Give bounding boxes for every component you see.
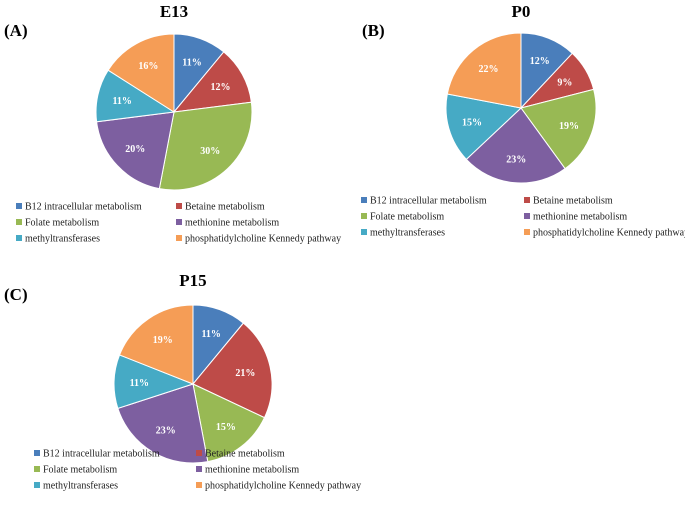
pie-slice-phosphatidylcholine-kennedy-pathway	[107, 33, 175, 113]
slice-data-label: 12%	[211, 82, 231, 93]
panel-label: (B)	[362, 21, 385, 40]
pie-chart-p0: (B) P0 12% 9% 19% 23% 15% 22% B12 intracellular …	[361, 2, 685, 239]
slice-data-label: 19%	[559, 121, 579, 132]
slice-data-label: 23%	[506, 154, 526, 165]
pie-slice-folate-metabolism	[520, 88, 597, 170]
slice-data-label: 15%	[216, 422, 236, 433]
slice-data-label: 11%	[201, 329, 220, 340]
legend-label: B12 intracellular metabolism	[43, 449, 160, 460]
pie-slice-methionine-metabolism	[96, 111, 175, 190]
legend-item-methionine-metabolism: methionine metabolism	[524, 212, 627, 223]
legend-item-betaine-metabolism: Betaine metabolism	[176, 202, 265, 213]
legend-label: methyltransferases	[43, 481, 118, 492]
legend-item-phosphatidylcholine-kennedy-pathway: phosphatidylcholine Kennedy pathway	[176, 234, 341, 245]
legend-label: Folate metabolism	[370, 212, 444, 223]
legend-item-betaine-metabolism: Betaine metabolism	[196, 449, 285, 460]
legend-swatch	[524, 197, 530, 203]
legend-item-folate-metabolism: Folate metabolism	[16, 218, 99, 229]
legend-label: phosphatidylcholine Kennedy pathway	[205, 481, 361, 492]
legend-label: B12 intracellular metabolism	[25, 202, 142, 213]
legend-swatch	[34, 482, 40, 488]
pie-slice-folate-metabolism	[158, 101, 253, 191]
legend-label: Betaine metabolism	[205, 449, 285, 460]
pie-slice-methionine-metabolism	[117, 383, 209, 464]
slice-data-label: 20%	[125, 144, 145, 155]
legend-label: methyltransferases	[370, 228, 445, 239]
slice-data-label: 16%	[138, 61, 158, 72]
pie-slice-methyltransferases	[445, 93, 523, 161]
pie-slice-folate-metabolism	[192, 383, 266, 463]
chart-title: E13	[160, 2, 188, 21]
legend-item-folate-metabolism: Folate metabolism	[361, 212, 444, 223]
legend-item-phosphatidylcholine-kennedy-pathway: phosphatidylcholine Kennedy pathway	[524, 228, 685, 239]
legend-label: Folate metabolism	[43, 465, 117, 476]
chart-title: P0	[512, 2, 531, 21]
pie-slice-betaine-metabolism	[192, 322, 273, 419]
legend-item-methyltransferases: methyltransferases	[16, 234, 100, 245]
legend-swatch	[176, 203, 182, 209]
legend-swatch	[16, 203, 22, 209]
legend-swatch	[16, 219, 22, 225]
legend-label: phosphatidylcholine Kennedy pathway	[533, 228, 685, 239]
legend-swatch	[196, 466, 202, 472]
legend-swatch	[196, 450, 202, 456]
legend-label: methionine metabolism	[533, 212, 627, 223]
legend-item-phosphatidylcholine-kennedy-pathway: phosphatidylcholine Kennedy pathway	[196, 481, 361, 492]
legend-swatch	[34, 466, 40, 472]
slice-data-label: 11%	[182, 58, 201, 69]
slice-data-label: 11%	[130, 378, 149, 389]
legend-swatch	[361, 229, 367, 235]
slice-data-label: 23%	[156, 426, 176, 437]
pie-chart-e13: (A) E13 11% 12% 30% 20% 11% 16% B12 intracellula…	[4, 2, 341, 245]
legend-swatch	[176, 235, 182, 241]
slice-data-label: 21%	[235, 368, 255, 379]
slice-data-label: 12%	[530, 56, 550, 67]
legend-item-methyltransferases: methyltransferases	[34, 481, 118, 492]
legend-label: methionine metabolism	[205, 465, 299, 476]
legend-item-b12-intracellular-metabolism: B12 intracellular metabolism	[16, 202, 142, 213]
pie-slice-phosphatidylcholine-kennedy-pathway	[118, 304, 194, 385]
legend-swatch	[196, 482, 202, 488]
legend-item-b12-intracellular-metabolism: B12 intracellular metabolism	[361, 196, 487, 207]
pie-slice-phosphatidylcholine-kennedy-pathway	[446, 32, 522, 109]
legend-swatch	[524, 213, 530, 219]
slice-data-label: 9%	[557, 78, 572, 89]
legend-label: methyltransferases	[25, 234, 100, 245]
slice-data-label: 15%	[462, 118, 482, 129]
legend-item-b12-intracellular-metabolism: B12 intracellular metabolism	[34, 449, 160, 460]
slice-data-label: 22%	[479, 64, 499, 75]
chart-title: P15	[179, 271, 206, 290]
slice-data-label: 19%	[153, 335, 173, 346]
legend-label: B12 intracellular metabolism	[370, 196, 487, 207]
legend-item-methionine-metabolism: methionine metabolism	[196, 465, 299, 476]
panel-label: (C)	[4, 285, 28, 304]
pie-slice-methionine-metabolism	[465, 107, 566, 184]
legend-label: Betaine metabolism	[533, 196, 613, 207]
legend-label: Folate metabolism	[25, 218, 99, 229]
slice-data-label: 30%	[200, 146, 220, 157]
legend-item-methionine-metabolism: methionine metabolism	[176, 218, 279, 229]
legend-label: Betaine metabolism	[185, 202, 265, 213]
legend-label: phosphatidylcholine Kennedy pathway	[185, 234, 341, 245]
legend-swatch	[16, 235, 22, 241]
legend-item-methyltransferases: methyltransferases	[361, 228, 445, 239]
legend-label: methionine metabolism	[185, 218, 279, 229]
legend-swatch	[361, 197, 367, 203]
legend-swatch	[176, 219, 182, 225]
legend-swatch	[34, 450, 40, 456]
slice-data-label: 11%	[112, 96, 131, 107]
legend-item-folate-metabolism: Folate metabolism	[34, 465, 117, 476]
legend-item-betaine-metabolism: Betaine metabolism	[524, 196, 613, 207]
legend-swatch	[361, 213, 367, 219]
legend-swatch	[524, 229, 530, 235]
pie-chart-p15: (C) P15 11% 21% 15% 23% 11% 19% B12 intracellula…	[4, 271, 361, 492]
panel-label: (A)	[4, 21, 28, 40]
